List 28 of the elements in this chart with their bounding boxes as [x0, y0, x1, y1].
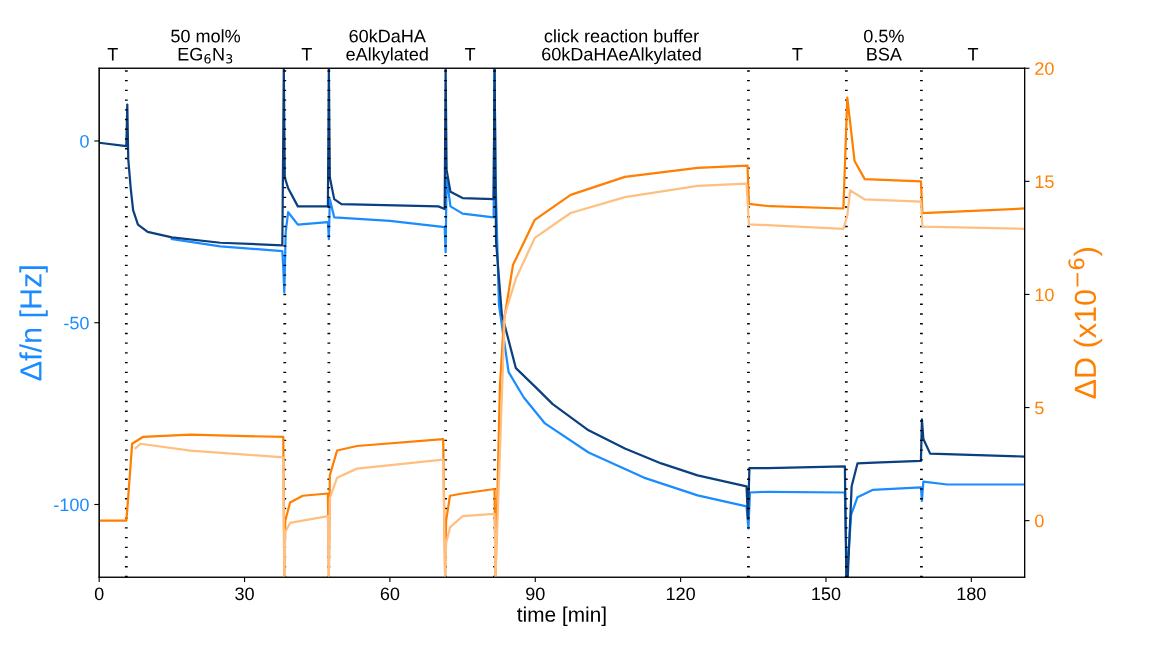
- x-tick-label: 0: [94, 587, 104, 601]
- y-tick-label: 0: [80, 134, 89, 148]
- x-tick-label: 30: [235, 587, 254, 601]
- text: 60kDaHA eAlkylated: [346, 29, 428, 65]
- y2-axis-title: ΔD (x10$^{−6}$): [1068, 248, 1103, 399]
- x-tick-label: 120: [666, 587, 695, 601]
- x-axis-title: time [min]: [517, 606, 606, 626]
- text: click reaction buffer 60kDaHAeAlkylated: [542, 29, 701, 65]
- y2-tick-label: 5: [1035, 401, 1044, 415]
- y2-tick-label: 20: [1035, 62, 1054, 75]
- y2-tick-label: 0: [1035, 514, 1044, 528]
- text: 0.5% BSA: [864, 29, 904, 61]
- text: 50 mol% EG$_{6}$N$_{3}$: [171, 29, 241, 64]
- y2-tick-label: 15: [1035, 175, 1054, 189]
- text: T: [967, 48, 979, 61]
- line-series: [134, 182, 1025, 578]
- x-tick-label: 180: [957, 587, 986, 601]
- x-tick-label: 60: [380, 587, 400, 601]
- y-tick-label: -100: [54, 498, 89, 512]
- text: T: [792, 48, 803, 61]
- y2-tick-label: 10: [1035, 288, 1054, 302]
- y-tick-label: -50: [64, 316, 89, 330]
- y-axis-title: Δf/n [Hz]: [19, 266, 48, 381]
- text: T: [464, 48, 476, 61]
- text: T: [107, 48, 118, 61]
- text: T: [301, 48, 312, 61]
- x-tick-label: 90: [526, 587, 545, 601]
- x-tick-label: 150: [812, 587, 841, 601]
